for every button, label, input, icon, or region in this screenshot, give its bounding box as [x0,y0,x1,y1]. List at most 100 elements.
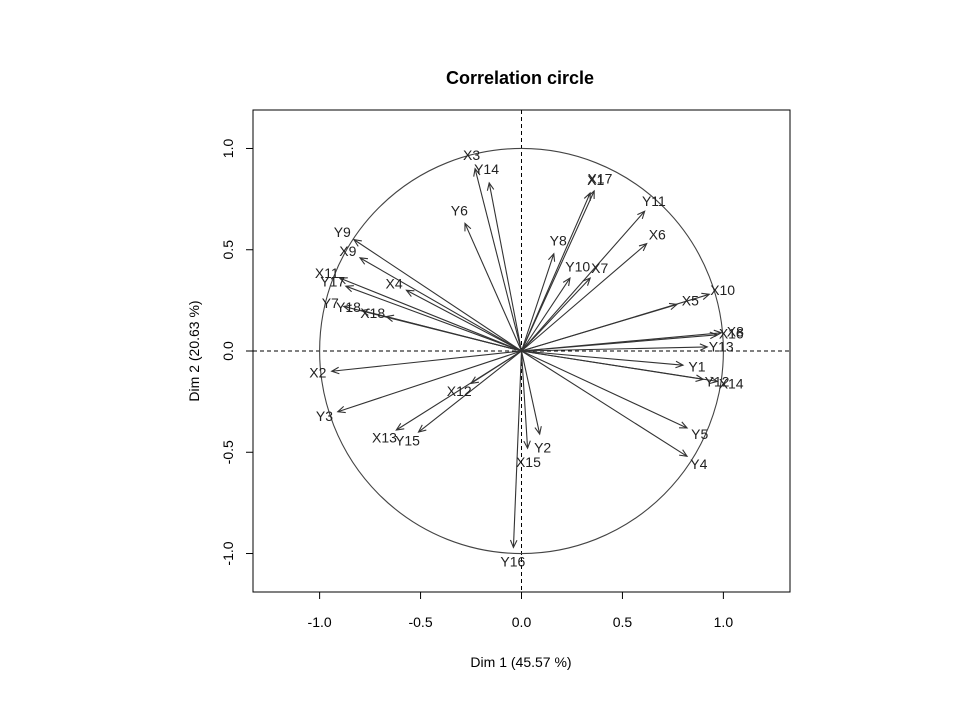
arrow-shaft [520,253,555,352]
arrow-head [701,292,711,300]
arrow-shaft [406,289,522,352]
y-tick-label: 1.0 [220,139,236,159]
label-x1: X1 [587,172,604,188]
arrow-shaft [337,350,522,413]
label-y13: Y13 [709,339,734,355]
label-x18: X18 [360,305,385,321]
arrow-x11 [338,277,522,352]
x-axis-label: Dim 1 (45.57 %) [470,654,571,670]
arrow-x10 [521,292,711,352]
arrow-head [358,257,369,265]
label-y2: Y2 [534,440,551,456]
arrow-y17 [344,285,522,352]
arrow-shaft [521,350,688,457]
arrow-shaft [521,350,688,429]
arrow-head [330,366,340,375]
arrow-head [695,374,705,382]
arrow-y9 [352,238,522,352]
arrow-shaft [512,350,523,548]
label-x15: X15 [516,454,541,470]
label-y4: Y4 [690,456,707,472]
arrow-y11 [521,210,646,352]
label-y16: Y16 [500,553,525,569]
arrow-y6 [464,222,523,352]
arrow-head [583,191,591,202]
y-tick-label: 0.0 [220,341,236,361]
arrow-x15 [520,350,531,450]
arrow-head [587,189,595,200]
arrow-head [405,289,415,297]
arrow-head [338,277,348,285]
arrow-head [352,238,362,247]
label-y10: Y10 [565,258,590,274]
arrow-head [562,276,571,287]
x-tick-label: 0.5 [613,614,633,630]
arrow-shaft [520,190,595,352]
arrow-shaft [520,350,529,449]
arrow-x8 [521,329,723,352]
label-x12: X12 [447,383,472,399]
x-tick-label: 1.0 [714,614,734,630]
label-x4: X4 [385,276,402,292]
arrow-x9 [358,257,522,352]
arrow-head [473,167,481,177]
arrow-shaft [521,334,718,352]
arrow-y15 [417,350,522,433]
arrow-head [417,424,427,433]
arrow-shaft [521,346,708,352]
arrow-x16 [521,331,719,352]
arrow-shaft [331,350,522,372]
arrow-head [547,252,556,262]
label-y15: Y15 [395,433,420,449]
label-y6: Y6 [451,203,468,219]
arrow-head [486,181,495,191]
y-tick-label: -0.5 [220,440,236,464]
arrow-shaft [361,309,522,352]
arrow-head [637,210,646,220]
y-tick-label: -1.0 [220,541,236,565]
label-x14: X14 [719,376,744,392]
arrow-x13 [395,350,522,431]
label-y9: Y9 [334,224,351,240]
arrow-shaft [521,277,571,352]
arrow-head [534,426,542,436]
label-y18: Y18 [336,299,361,315]
arrow-y8 [520,252,556,352]
arrow-shaft [521,350,704,380]
y-axis-label: Dim 2 (20.63 %) [186,300,202,401]
label-y3: Y3 [316,408,333,424]
arrow-shaft [474,168,523,352]
arrow-y12 [521,350,705,382]
label-x2: X2 [309,365,326,381]
arrow-y3 [336,350,522,414]
label-x9: X9 [339,243,356,259]
label-x16: X16 [719,326,744,342]
arrow-shaft [353,239,522,352]
arrow-y2 [520,350,542,436]
x-axis: -1.0 -0.5 0.0 0.5 1.0 [308,591,734,630]
arrow-shaft [521,293,710,352]
arrow-y4 [521,350,689,458]
label-y1: Y1 [688,358,705,374]
x-tick-label: -0.5 [408,614,432,630]
arrow-x2 [330,350,522,375]
arrow-head [709,376,719,385]
arrow-y13 [521,343,709,352]
unit-circle [319,147,724,555]
arrow-x4 [405,289,522,352]
label-y7: Y7 [322,295,339,311]
chart-title: Correlation circle [446,68,594,88]
arrow-head [638,242,648,252]
arrow-head [699,343,709,351]
arrow-shaft [521,210,646,352]
label-x11: X11 [315,265,339,281]
arrow-head [523,440,531,450]
y-axis: -1.0 -0.5 0.0 0.5 1.0 [220,139,254,566]
label-x6: X6 [649,227,666,243]
arrow-y14 [486,181,523,352]
arrow-head [675,360,685,369]
label-x3: X3 [463,147,480,163]
arrow-x3 [473,167,523,352]
arrow-shaft [520,350,541,435]
